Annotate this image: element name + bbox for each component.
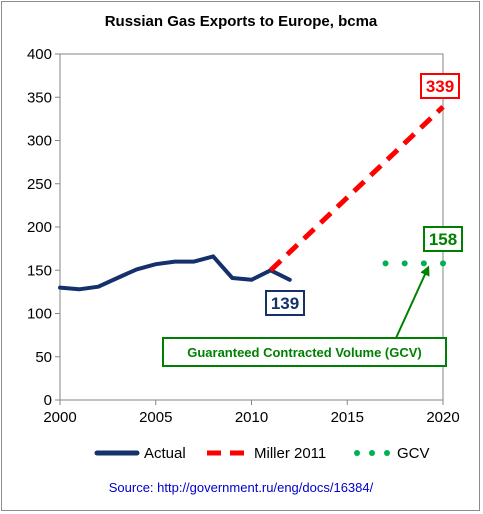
x-tick-label: 2020: [426, 409, 459, 426]
y-tick-label: 150: [27, 262, 52, 279]
x-axis: 2000 2005 2010 2015 2020: [43, 400, 460, 426]
legend-label-gcv: GCV: [397, 445, 430, 462]
y-axis: 0 50 100 150 200 250 300 350 400: [27, 46, 60, 409]
label-actual-last-box: [265, 290, 305, 316]
y-tick-label: 50: [35, 349, 52, 366]
gcv-point: [382, 260, 389, 267]
y-tick-label: 0: [44, 392, 52, 409]
miller-2011-line: [268, 104, 445, 273]
y-tick-label: 400: [27, 46, 52, 63]
series-layer: [58, 104, 446, 292]
legend-swatch-gcv: [369, 450, 375, 456]
x-tick-label: 2015: [331, 409, 364, 426]
y-tick-label: 300: [27, 133, 52, 150]
legend-swatch-gcv: [354, 450, 360, 456]
y-tick-label: 200: [27, 219, 52, 236]
gcv-point: [420, 260, 427, 267]
y-tick-label: 350: [27, 89, 52, 106]
label-gcv-value-box: [423, 226, 463, 252]
source-text: Source: http://government.ru/eng/docs/16…: [109, 480, 374, 495]
x-tick-label: 2005: [139, 409, 172, 426]
label-miller-2011-end-box: [420, 73, 460, 99]
legend-label-miller-2011: Miller 2011: [254, 445, 326, 462]
gcv-point: [401, 260, 408, 267]
legend-label-actual: Actual: [144, 445, 186, 462]
y-tick-label: 100: [27, 306, 52, 323]
actual-line: [58, 254, 292, 292]
gcv-callout-box: [162, 337, 447, 367]
label-miller-2011-end: 339: [426, 77, 454, 96]
annotation-layer: 339 158 139 Guaranteed Contracted Volume (G…: [162, 73, 463, 367]
label-actual-last: 139: [271, 294, 299, 313]
gcv-callout-arrow: [395, 265, 430, 339]
y-tick-label: 250: [27, 176, 52, 193]
gcv-point: [440, 260, 446, 267]
x-tick-label: 2010: [235, 409, 268, 426]
chart-title: Russian Gas Exports to Europe, bcma: [105, 13, 378, 30]
x-tick-label: 2000: [43, 409, 76, 426]
label-gcv-value: 158: [429, 230, 457, 249]
legend-swatch-gcv: [384, 450, 390, 456]
gcv-callout-text: Guaranteed Contracted Volume (GCV): [187, 345, 422, 360]
legend: Actual Miller 2011 GCV: [94, 445, 430, 462]
